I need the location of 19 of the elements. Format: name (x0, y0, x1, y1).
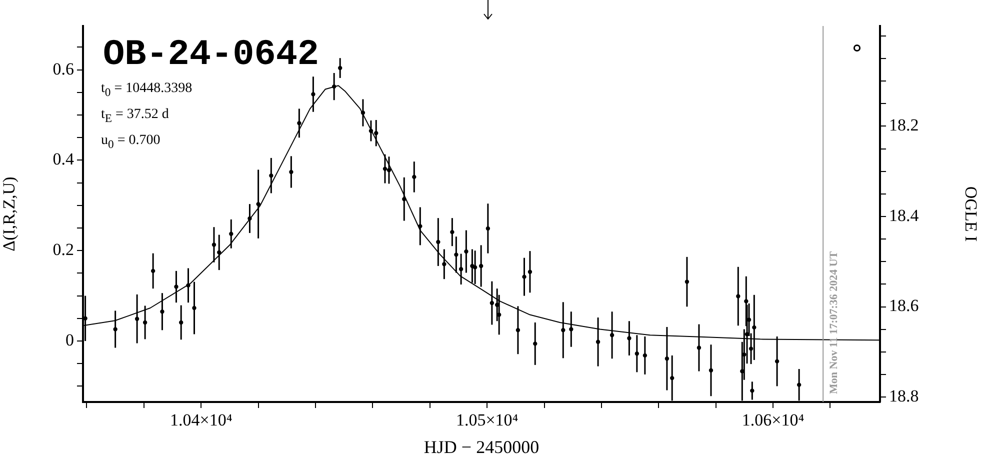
x-axis-title: HJD − 2450000 (424, 436, 540, 457)
y-tick-label: 0.6 (52, 59, 74, 78)
x-tick-label: 1.06×10⁴ (742, 410, 804, 430)
chart-title: OB-24-0642 (103, 34, 320, 75)
y-tick-label: 0.2 (52, 240, 74, 260)
y2-tick-label: 18.4 (889, 206, 920, 225)
x-tick-label: 1.05×10⁴ (456, 410, 518, 430)
x-tick-label: 1.04×10⁴ (170, 410, 232, 430)
y2-tick-label: 18.2 (889, 116, 919, 135)
y-axis-title: Δ(I,R,Z,U) (0, 176, 19, 252)
annotation: t$_{E}$ = 37.52 d (101, 106, 170, 127)
annotation: u$_{0}$ = 0.700 (101, 132, 162, 152)
y-tick-label: 0 (66, 330, 74, 350)
y2-tick-label: 18.8 (889, 386, 919, 406)
y2-axis-title: OGLE I (961, 186, 980, 242)
annotation: Mon Nov 11 17:07:36 2024 UT (828, 251, 840, 394)
y-tick-label: 0.4 (52, 150, 74, 169)
annotation: t$_{0}$ = 10448.3398 (101, 80, 192, 101)
y2-tick-label: 18.6 (889, 296, 919, 316)
